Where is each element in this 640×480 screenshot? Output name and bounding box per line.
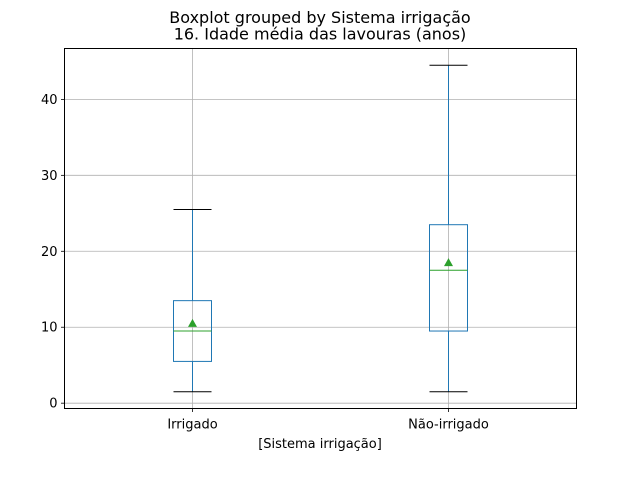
- mean-marker: [444, 258, 453, 267]
- chart-title: 16. Idade média das lavouras (anos): [174, 25, 467, 44]
- chart-suptitle: Boxplot grouped by Sistema irrigação: [169, 8, 470, 27]
- grid-layer: [64, 48, 577, 409]
- y-tick-label: 20: [41, 245, 58, 260]
- iqr-box: [429, 224, 468, 332]
- box-group: [173, 209, 212, 393]
- x-axis-label: [Sistema irrigação]: [258, 437, 382, 452]
- box-layer: [173, 64, 468, 393]
- y-tick-label: 0: [49, 397, 57, 412]
- x-tick-label: Irrigado: [167, 418, 217, 433]
- tick-layer: 0 10 20 30 40 Irrigado Não-irrigado: [41, 93, 489, 433]
- mean-marker: [188, 318, 197, 327]
- y-tick-label: 40: [41, 93, 58, 108]
- plot-frame: [64, 48, 577, 409]
- y-tick-label: 30: [41, 169, 58, 184]
- box-group: [429, 64, 468, 393]
- x-tick-label: Não-irrigado: [408, 418, 489, 433]
- y-tick-label: 10: [41, 321, 58, 336]
